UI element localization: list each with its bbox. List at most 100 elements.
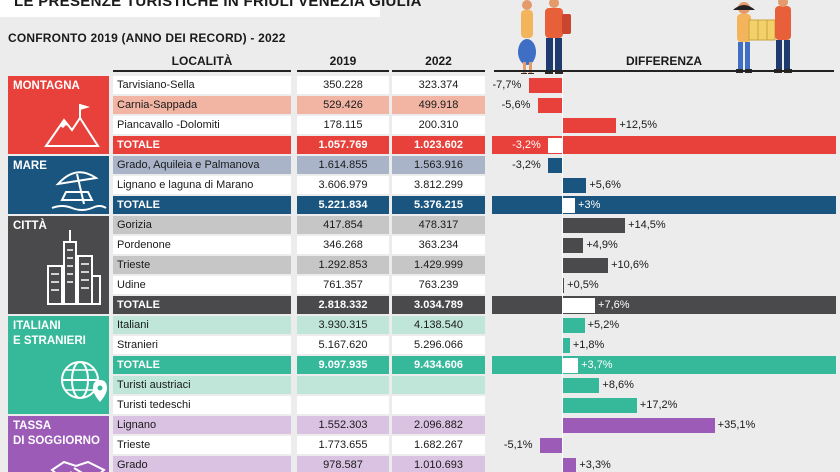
diff-label: -5,1% xyxy=(503,438,533,451)
row-location: Udine xyxy=(113,276,291,294)
diff-label: -3,2% xyxy=(512,138,541,151)
diff-label: +3,3% xyxy=(579,458,611,471)
diff-bar xyxy=(562,337,570,353)
row-value-2019: 3.606.979 xyxy=(297,176,389,194)
row-value-2019: 417.854 xyxy=(297,216,389,234)
row-value-2019 xyxy=(297,396,389,414)
row-value-2022: 1.010.693 xyxy=(392,456,485,472)
tourist-couple-right xyxy=(733,0,792,73)
globe-pin-icon xyxy=(54,354,114,409)
row-location: Trieste xyxy=(113,436,291,454)
section-mare: MARE xyxy=(8,156,109,214)
city-skyline-icon xyxy=(42,226,102,313)
row-value-2022: 1.563.916 xyxy=(392,156,485,174)
row-location: Lignano e laguna di Marano xyxy=(113,176,291,194)
row-location: Tarvisiano-Sella xyxy=(113,76,291,94)
zero-axis xyxy=(562,74,563,472)
page-title: LE PRESENZE TURISTICHE IN FRIULI VENEZIA… xyxy=(14,0,422,10)
row-location: TOTALE xyxy=(113,356,291,374)
row-value-2022: 5.296.066 xyxy=(392,336,485,354)
row-value-2019: 761.357 xyxy=(297,276,389,294)
section-label-montagna: MONTAGNA xyxy=(13,80,80,92)
diff-bar xyxy=(562,397,637,413)
row-value-2022: 1.023.602 xyxy=(392,136,485,154)
total-band xyxy=(492,296,836,314)
row-value-2019: 3.930.315 xyxy=(297,316,389,334)
section-italiani: ITALIANI E STRANIERI xyxy=(8,316,109,414)
row-location: Turisti tedeschi xyxy=(113,396,291,414)
row-value-2019: 5.167.620 xyxy=(297,336,389,354)
row-value-2022: 9.434.606 xyxy=(392,356,485,374)
row-value-2019: 1.614.855 xyxy=(297,156,389,174)
row-location: Trieste xyxy=(113,256,291,274)
row-location: Gorizia xyxy=(113,216,291,234)
header-difference: DIFFERENZA xyxy=(494,54,834,72)
diff-bar xyxy=(562,277,565,293)
diff-label: +35,1% xyxy=(717,418,756,431)
diff-bar xyxy=(562,297,596,313)
diff-label: +0,5% xyxy=(567,278,599,291)
row-value-2022: 4.138.540 xyxy=(392,316,485,334)
diff-label: +17,2% xyxy=(639,398,678,411)
diff-label: +10,6% xyxy=(611,258,649,271)
diff-label: -5,6% xyxy=(501,98,531,111)
diff-bar xyxy=(562,457,577,472)
diff-bar xyxy=(548,137,562,153)
diff-label: +3% xyxy=(578,198,601,211)
total-band xyxy=(492,136,836,154)
diff-bar xyxy=(528,77,562,93)
section-label-italiani: ITALIANI E STRANIERI xyxy=(13,320,86,347)
diff-label: +8,6% xyxy=(602,378,634,391)
row-value-2019: 1.773.655 xyxy=(297,436,389,454)
diff-bar xyxy=(562,177,587,193)
header-location: LOCALITÀ xyxy=(113,54,291,72)
diff-label: +3,7% xyxy=(581,358,613,371)
row-value-2019: 346.268 xyxy=(297,236,389,254)
row-location: Pordenone xyxy=(113,236,291,254)
diff-label: +5,6% xyxy=(589,178,621,191)
row-location: TOTALE xyxy=(113,296,291,314)
row-value-2022: 478.317 xyxy=(392,216,485,234)
row-location: Carnia-Sappada xyxy=(113,96,291,114)
row-value-2022: 499.918 xyxy=(392,96,485,114)
handshake-icon xyxy=(48,454,108,472)
row-value-2022: 1.429.999 xyxy=(392,256,485,274)
diff-label: +7,6% xyxy=(598,298,630,311)
beach-umbrella-icon xyxy=(48,162,108,217)
row-value-2022: 363.234 xyxy=(392,236,485,254)
diff-label: -7,7% xyxy=(492,78,522,91)
section-label-citta: CITTÀ xyxy=(13,220,47,232)
diff-label: -3,2% xyxy=(512,158,541,171)
row-value-2019: 1.057.769 xyxy=(297,136,389,154)
row-location: Grado xyxy=(113,456,291,472)
diff-label: +4,9% xyxy=(586,238,618,251)
diff-bar xyxy=(539,437,562,453)
row-value-2019: 2.818.332 xyxy=(297,296,389,314)
row-location: TOTALE xyxy=(113,196,291,214)
title-bar: LE PRESENZE TURISTICHE IN FRIULI VENEZIA… xyxy=(0,0,421,17)
diff-bar xyxy=(562,257,609,273)
tourists-illustration xyxy=(518,0,792,76)
diff-label: +12,5% xyxy=(619,118,657,131)
row-value-2022: 323.374 xyxy=(392,76,485,94)
diff-bar xyxy=(562,217,626,233)
row-value-2022: 200.310 xyxy=(392,116,485,134)
diff-bar xyxy=(548,157,562,173)
row-value-2019: 529.426 xyxy=(297,96,389,114)
row-value-2019: 178.115 xyxy=(297,116,389,134)
row-location: Grado, Aquileia e Palmanova xyxy=(113,156,291,174)
mountain-flag-icon xyxy=(42,100,102,155)
row-value-2022 xyxy=(392,376,485,394)
diff-label: +5,2% xyxy=(587,318,620,331)
row-value-2022: 5.376.215 xyxy=(392,196,485,214)
header-2022: 2022 xyxy=(392,54,485,72)
row-location: Piancavallo -Dolomiti xyxy=(113,116,291,134)
section-tassa: TASSA DI SOGGIORNO xyxy=(8,416,109,472)
diff-label: +14,5% xyxy=(628,218,666,231)
row-value-2019: 1.292.853 xyxy=(297,256,389,274)
header-2019: 2019 xyxy=(297,54,389,72)
row-value-2022: 763.239 xyxy=(392,276,485,294)
row-value-2019: 978.587 xyxy=(297,456,389,472)
section-label-tassa: TASSA DI SOGGIORNO xyxy=(13,420,100,447)
row-value-2022: 1.682.267 xyxy=(392,436,485,454)
